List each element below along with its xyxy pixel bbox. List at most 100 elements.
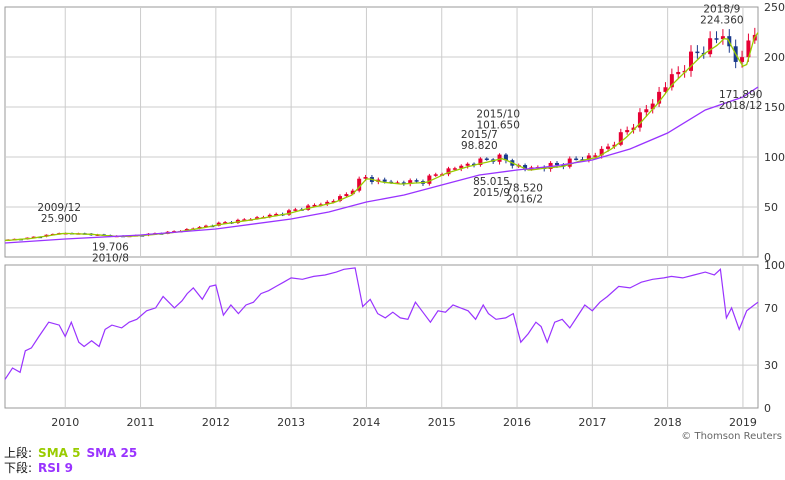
annotation-label: 85.015 bbox=[473, 176, 510, 188]
candle-body bbox=[325, 201, 330, 205]
annotation-label: 2015/9 bbox=[473, 187, 510, 199]
candle-body bbox=[452, 168, 457, 170]
annotation-label: 2016/2 bbox=[506, 194, 543, 206]
candle-body bbox=[357, 178, 362, 191]
candle-body bbox=[459, 165, 464, 169]
legend-sma5: SMA 5 bbox=[38, 446, 81, 460]
annotation-label: 2018/9 bbox=[703, 4, 740, 16]
x-tick-label: 2018 bbox=[654, 416, 682, 429]
candle-body bbox=[274, 213, 279, 216]
candle-body bbox=[663, 87, 668, 92]
candle-body bbox=[497, 154, 502, 162]
upper-y-tick-label: 100 bbox=[764, 151, 785, 164]
candle-body bbox=[637, 112, 642, 128]
upper-y-tick-label: 150 bbox=[764, 101, 785, 114]
candle-body bbox=[350, 190, 355, 195]
candle-body bbox=[331, 200, 336, 203]
candle-body bbox=[306, 205, 311, 210]
annotation-label: 78.520 bbox=[506, 183, 543, 195]
x-tick-label: 2014 bbox=[352, 416, 380, 429]
rsi-line bbox=[4, 267, 759, 380]
candle-body bbox=[446, 168, 451, 175]
lower-y-tick-label: 70 bbox=[764, 302, 778, 315]
candle-body bbox=[427, 175, 432, 184]
candle-body bbox=[503, 154, 508, 161]
candle-body bbox=[625, 130, 630, 133]
candle-body bbox=[554, 162, 559, 166]
x-tick-label: 2019 bbox=[729, 416, 757, 429]
annotation-label: 171.890 bbox=[719, 89, 762, 101]
upper-y-tick-label: 250 bbox=[764, 1, 785, 14]
candle-body bbox=[223, 222, 228, 224]
candle-body bbox=[714, 38, 719, 40]
lower-y-tick-label: 0 bbox=[764, 402, 771, 415]
candle-body bbox=[204, 225, 209, 228]
lower-y-tick-label: 30 bbox=[764, 359, 778, 372]
candle-body bbox=[465, 163, 470, 166]
attribution: © Thomson Reuters bbox=[681, 431, 782, 442]
annotation-label: 98.820 bbox=[461, 140, 498, 152]
candle-body bbox=[484, 158, 489, 161]
candle-body bbox=[599, 148, 604, 156]
candle-body bbox=[382, 179, 387, 182]
annotation-label: 2018/12 bbox=[719, 100, 763, 112]
legend-sma25: SMA 25 bbox=[86, 446, 138, 460]
annotation-label: 2009/12 bbox=[37, 202, 81, 214]
candle-body bbox=[401, 182, 406, 185]
candle-body bbox=[720, 36, 725, 40]
candle-body bbox=[606, 146, 611, 149]
candle-body bbox=[408, 180, 413, 185]
x-tick-label: 2012 bbox=[202, 416, 230, 429]
upper-y-tick-label: 0 bbox=[764, 251, 771, 264]
sma5-line bbox=[5, 32, 759, 241]
upper-panel-frame bbox=[4, 6, 759, 258]
x-tick-label: 2015 bbox=[428, 416, 456, 429]
candle-body bbox=[433, 174, 438, 176]
candle-body bbox=[650, 103, 655, 110]
candle-body bbox=[631, 127, 636, 131]
candle-body bbox=[523, 165, 528, 170]
candle-body bbox=[657, 91, 662, 104]
upper-y-tick-label: 50 bbox=[764, 201, 778, 214]
annotation-label: 25.900 bbox=[41, 213, 78, 225]
candle-body bbox=[695, 51, 700, 54]
annotation-label: 2015/10 bbox=[476, 108, 520, 120]
lower-y-tick-label: 100 bbox=[764, 259, 785, 272]
lower-panel-frame bbox=[4, 264, 759, 409]
candle-body bbox=[197, 226, 202, 229]
sma25-line bbox=[4, 86, 759, 244]
x-tick-label: 2013 bbox=[277, 416, 305, 429]
candle-body bbox=[612, 144, 617, 147]
candle-body bbox=[293, 209, 298, 211]
legend-rsi: RSI 9 bbox=[38, 461, 73, 475]
candle-body bbox=[255, 217, 260, 220]
x-tick-label: 2016 bbox=[503, 416, 531, 429]
candle-body bbox=[688, 51, 693, 71]
annotation-label: 2010/8 bbox=[92, 252, 129, 264]
x-tick-label: 2017 bbox=[578, 416, 606, 429]
annotation-label: 101.650 bbox=[477, 119, 520, 131]
candle-body bbox=[676, 71, 681, 75]
annotation-label: 224.360 bbox=[700, 15, 743, 27]
legend-upper-label: 上段: bbox=[4, 446, 33, 460]
candle-body bbox=[338, 196, 343, 201]
candle-body bbox=[644, 109, 649, 113]
candle-body bbox=[574, 158, 579, 161]
candle-body bbox=[478, 158, 483, 166]
annotation-label: 19.706 bbox=[92, 241, 129, 253]
candle-body bbox=[414, 180, 419, 182]
candle-body bbox=[593, 155, 598, 157]
candle-body bbox=[567, 158, 572, 167]
x-tick-label: 2011 bbox=[127, 416, 155, 429]
x-tick-label: 2010 bbox=[51, 416, 79, 429]
legend-upper: 上段: SMA 5 SMA 25 bbox=[4, 446, 143, 460]
candle-body bbox=[746, 40, 751, 58]
candle-body bbox=[708, 38, 713, 55]
legend-lower: 下段: RSI 9 bbox=[4, 461, 79, 475]
annotation-label: 2015/7 bbox=[461, 129, 498, 141]
upper-y-tick-label: 200 bbox=[764, 51, 785, 64]
legend-lower-label: 下段: bbox=[4, 461, 33, 475]
candle-body bbox=[669, 74, 674, 88]
candle-body bbox=[344, 194, 349, 197]
